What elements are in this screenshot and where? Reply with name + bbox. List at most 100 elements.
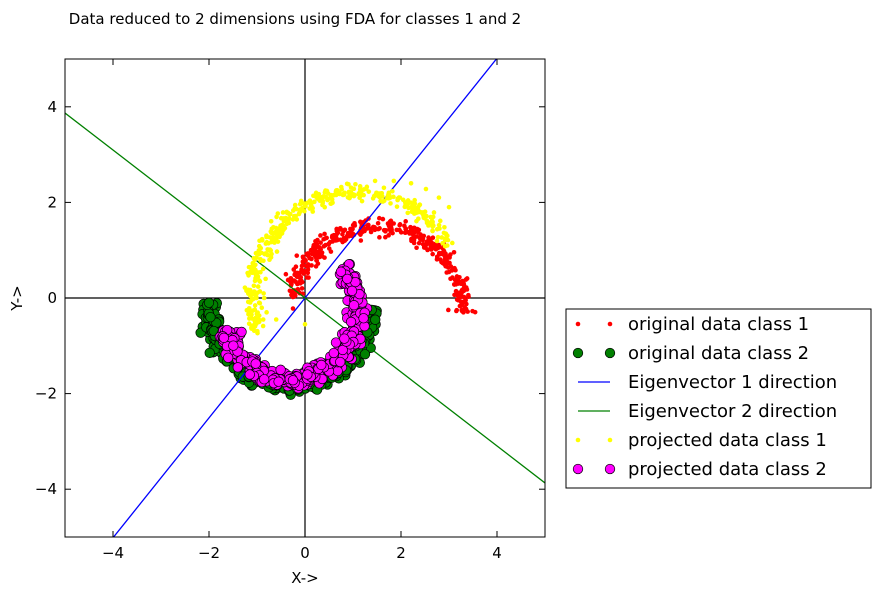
data-point [451, 249, 457, 255]
data-point [338, 237, 343, 243]
data-point [348, 300, 360, 311]
data-point [347, 191, 352, 196]
data-point [428, 220, 433, 226]
data-point [428, 239, 434, 244]
legend-swatch [604, 463, 616, 475]
data-point [372, 178, 378, 184]
data-point [424, 241, 429, 247]
data-point [339, 333, 350, 344]
data-point [420, 237, 426, 243]
data-point [297, 201, 303, 207]
data-point [461, 281, 466, 286]
data-point [336, 227, 341, 232]
data-point [335, 356, 346, 368]
data-point [462, 304, 468, 310]
data-point [332, 365, 343, 377]
data-point [406, 205, 411, 211]
data-point [318, 233, 323, 238]
data-point [353, 181, 358, 187]
data-point [257, 279, 263, 284]
data-point [268, 218, 274, 224]
series-4 [242, 178, 455, 336]
data-point [319, 194, 324, 200]
data-point [324, 235, 329, 241]
data-point [262, 251, 268, 257]
data-point [364, 184, 370, 190]
data-point [455, 297, 461, 303]
y-tick-label: 2 [47, 193, 57, 211]
data-point [302, 369, 313, 380]
data-point [260, 317, 266, 322]
legend-swatch [575, 437, 581, 443]
data-point [437, 226, 442, 231]
data-point [322, 255, 327, 260]
data-point [256, 317, 261, 322]
data-point [446, 307, 451, 313]
data-point [257, 238, 262, 244]
data-point [430, 251, 435, 257]
data-point [232, 362, 243, 373]
data-point [304, 275, 310, 280]
data-point [395, 197, 400, 203]
series-5 [214, 259, 373, 394]
data-point [318, 240, 323, 245]
data-point [348, 185, 354, 190]
data-point [461, 288, 467, 294]
data-point [361, 192, 366, 198]
data-point [281, 216, 286, 221]
data-point [256, 250, 261, 255]
data-point [466, 292, 471, 298]
data-point [342, 273, 353, 285]
data-point [361, 187, 367, 192]
data-point [388, 201, 393, 206]
data-point [434, 238, 440, 244]
data-point [380, 216, 386, 222]
data-point [341, 192, 347, 197]
data-point [420, 210, 425, 215]
legend: original data class 1 original data class… [565, 308, 872, 489]
data-point [276, 226, 281, 231]
data-point [261, 295, 267, 301]
data-point [290, 217, 296, 222]
data-point [362, 226, 368, 232]
legend-label: original data class 1 [628, 314, 809, 335]
y-axis-label: Y-> [8, 285, 26, 311]
data-point [203, 297, 215, 308]
data-point [254, 295, 259, 301]
data-point [439, 250, 445, 256]
data-point [387, 224, 392, 229]
data-point [316, 191, 322, 197]
data-point [328, 201, 333, 206]
data-point [254, 255, 259, 260]
data-point [292, 272, 297, 278]
data-point [437, 218, 443, 224]
data-point [315, 261, 321, 266]
data-point [309, 200, 315, 206]
data-point [344, 181, 350, 187]
legend-entry: original data class 1 [575, 314, 809, 335]
legend-entry: Eigenvector 1 direction [578, 372, 837, 393]
data-point [315, 196, 320, 201]
legend-label: Eigenvector 1 direction [628, 372, 837, 393]
data-point [381, 227, 387, 233]
legend-label: Eigenvector 2 direction [628, 401, 837, 422]
data-point [254, 311, 260, 317]
data-point [249, 297, 254, 303]
data-point [414, 234, 419, 239]
data-point [291, 267, 297, 272]
data-point [462, 300, 468, 305]
data-point [308, 256, 314, 261]
x-tick-label: −2 [198, 544, 220, 562]
chart-title: Data reduced to 2 dimensions using FDA f… [69, 10, 521, 28]
data-point [333, 188, 339, 193]
data-point [273, 376, 284, 387]
data-point [306, 263, 312, 269]
data-point [322, 231, 327, 237]
data-point [249, 312, 254, 317]
data-point [280, 210, 286, 215]
data-point [318, 247, 323, 252]
eigenvector-line-3 [65, 112, 545, 484]
data-point [425, 247, 430, 253]
data-point [284, 221, 290, 227]
y-tick-label: −2 [35, 385, 57, 403]
